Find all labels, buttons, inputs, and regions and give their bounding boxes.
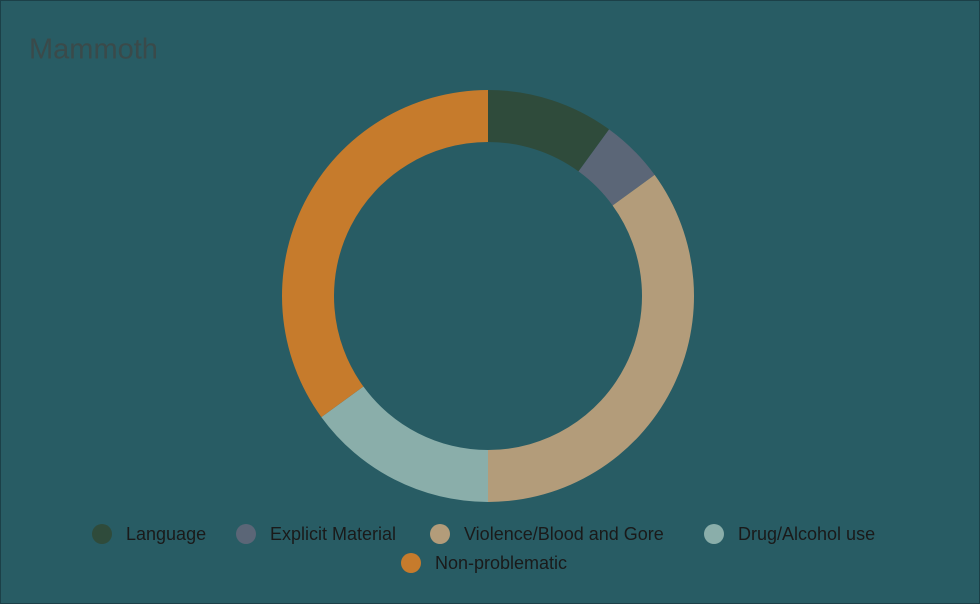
legend-marker [401,553,421,573]
donut-segment [321,386,488,502]
legend-marker [236,524,256,544]
donut-segment [578,129,655,206]
legend-label: Drug/Alcohol use [738,524,875,544]
legend-marker [704,524,724,544]
legend-label: Language [126,524,206,544]
donut-segment [282,90,488,418]
chart-title: Mammoth [29,34,158,66]
legend-label: Non-problematic [435,553,567,573]
donut-segment [488,90,610,172]
legend-label: Explicit Material [270,524,396,544]
donut-segment [488,174,694,502]
legend-label: Violence/Blood and Gore [464,524,664,544]
legend-marker [92,524,112,544]
legend-marker [430,524,450,544]
